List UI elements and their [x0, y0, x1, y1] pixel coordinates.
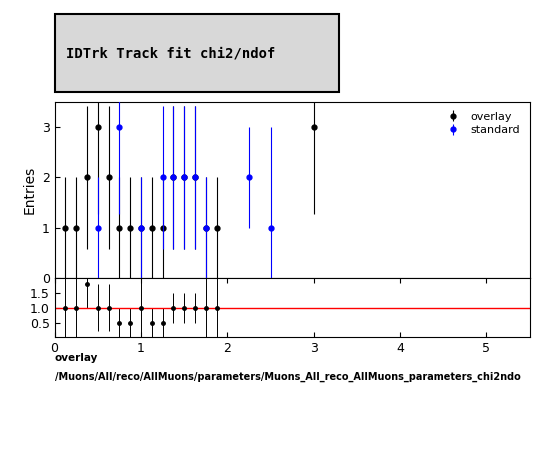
Text: IDTrk Track fit chi2/ndof: IDTrk Track fit chi2/ndof [66, 46, 275, 60]
Legend: overlay, standard: overlay, standard [440, 107, 524, 140]
FancyBboxPatch shape [55, 14, 339, 92]
Text: overlay: overlay [55, 353, 98, 364]
Y-axis label: Entries: Entries [22, 166, 36, 214]
Text: /Muons/All/reco/AllMuons/parameters/Muons_All_reco_AllMuons_parameters_chi2ndo: /Muons/All/reco/AllMuons/parameters/Muon… [55, 372, 520, 382]
